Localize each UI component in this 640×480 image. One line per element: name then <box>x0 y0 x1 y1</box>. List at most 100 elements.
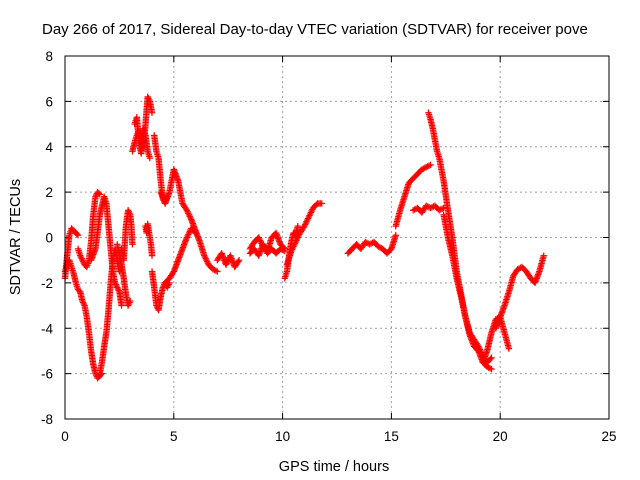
x-tick-label: 5 <box>170 429 178 444</box>
x-tick-label: 25 <box>601 429 616 444</box>
data-point <box>259 241 267 248</box>
data-point <box>125 208 133 215</box>
data-point <box>424 203 431 210</box>
data-point <box>261 244 268 251</box>
data-point <box>392 232 399 239</box>
data-point <box>423 163 430 171</box>
data-point <box>78 255 85 262</box>
data-point <box>302 219 310 227</box>
data-point <box>185 210 192 217</box>
data-point <box>114 285 122 293</box>
data-point <box>146 154 154 162</box>
data-point <box>308 207 315 215</box>
data-point <box>540 252 547 259</box>
data-point <box>505 345 513 352</box>
data-point <box>306 212 313 219</box>
data-point <box>187 214 194 222</box>
data-point <box>144 93 151 101</box>
data-point <box>301 221 309 228</box>
y-tick-label: 2 <box>45 185 53 200</box>
data-point <box>280 247 287 254</box>
data-point <box>362 238 369 246</box>
data-point <box>223 260 230 267</box>
data-point <box>304 216 311 224</box>
data-point <box>363 239 370 246</box>
data-point <box>79 299 87 306</box>
data-point <box>295 232 302 240</box>
data-point <box>118 302 125 309</box>
data-point <box>277 245 284 253</box>
data-point <box>169 269 177 277</box>
data-point <box>95 190 102 197</box>
data-point <box>318 200 325 207</box>
data-point <box>124 207 132 214</box>
data-points <box>61 93 547 382</box>
data-point <box>256 235 263 243</box>
data-point <box>77 252 84 259</box>
data-point <box>427 204 434 212</box>
data-point <box>289 244 296 252</box>
data-point <box>126 299 133 306</box>
plot-frame <box>64 55 610 420</box>
data-point <box>420 165 427 172</box>
data-point <box>191 228 198 236</box>
x-tick-label: 10 <box>275 429 290 444</box>
data-point <box>288 246 296 253</box>
data-point <box>278 246 286 253</box>
data-point <box>418 166 426 173</box>
y-tick-label: 6 <box>45 94 53 109</box>
data-point <box>486 365 494 372</box>
data-point <box>192 229 199 237</box>
data-point <box>485 364 492 371</box>
data-point <box>261 245 269 253</box>
data-point <box>440 204 447 212</box>
data-point <box>73 230 81 238</box>
data-point <box>185 211 193 219</box>
data-point <box>145 96 153 104</box>
y-axis-label: SDTVAR / TECUs <box>8 179 24 295</box>
data-point <box>291 240 299 247</box>
y-tick-label: 4 <box>45 140 53 155</box>
data-point <box>148 252 156 259</box>
y-tick-label: -4 <box>41 321 53 336</box>
data-point <box>255 234 262 241</box>
data-point <box>476 346 484 353</box>
data-point <box>409 207 417 214</box>
data-point <box>475 344 483 352</box>
data-point <box>127 297 134 305</box>
data-point <box>256 237 264 244</box>
x-tick-label: 0 <box>61 429 69 444</box>
axis-ticks: 0 5 10 15 20 25 -8 -6 -4 -2 0 2 4 6 8 <box>41 49 617 444</box>
data-point <box>96 191 104 198</box>
data-point <box>475 343 482 350</box>
chart-title: Day 266 of 2017, Sidereal Day-to-day VTE… <box>42 21 588 38</box>
y-tick-label: 8 <box>45 49 53 64</box>
data-point <box>80 300 88 308</box>
data-point <box>212 267 220 274</box>
data-point <box>113 282 120 290</box>
data-point <box>185 231 192 238</box>
data-point <box>291 241 298 249</box>
data-point <box>375 243 382 250</box>
data-point <box>185 229 193 237</box>
data-point <box>488 365 495 373</box>
data-point <box>114 284 121 291</box>
data-point <box>305 213 312 221</box>
data-point <box>487 355 494 363</box>
data-point <box>423 202 430 209</box>
data-point <box>425 162 433 169</box>
data-point <box>436 207 443 214</box>
data-point <box>294 234 302 241</box>
data-point <box>203 258 211 265</box>
data-point <box>376 244 383 251</box>
data-point <box>74 232 82 239</box>
data-point <box>477 347 484 355</box>
data-point <box>488 354 495 361</box>
data-point <box>201 252 208 259</box>
data-point <box>124 302 132 309</box>
x-tick-label: 20 <box>493 429 508 444</box>
data-point <box>77 253 85 261</box>
y-tick-label: -2 <box>41 276 53 291</box>
data-point <box>293 235 301 243</box>
